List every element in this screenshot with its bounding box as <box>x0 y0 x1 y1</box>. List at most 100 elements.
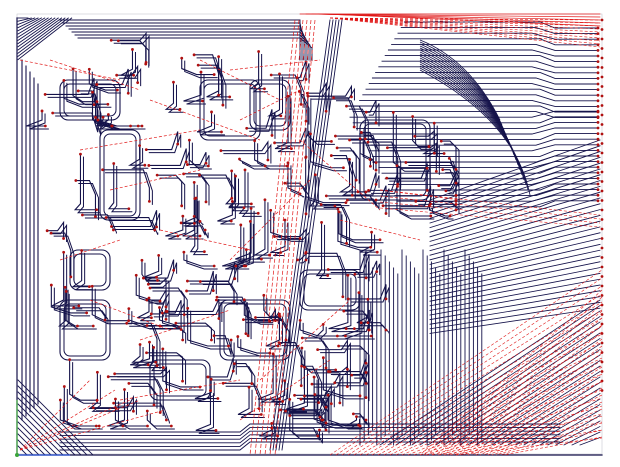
ratsnest-line <box>89 299 171 331</box>
pad <box>148 340 151 344</box>
trace <box>165 215 184 237</box>
pad <box>346 367 349 371</box>
trace <box>17 17 63 51</box>
pad <box>187 138 191 142</box>
pad <box>62 79 66 82</box>
pad <box>192 180 196 184</box>
pad <box>217 317 221 320</box>
pad <box>180 204 184 208</box>
pad <box>250 382 254 385</box>
trace <box>386 163 428 191</box>
trace <box>399 168 435 220</box>
pad <box>217 55 221 59</box>
pad <box>316 434 320 438</box>
pad <box>350 193 354 197</box>
pad <box>364 361 368 365</box>
trace <box>186 176 210 206</box>
ratsnest-line <box>229 59 321 71</box>
trace <box>418 203 460 214</box>
trace <box>222 224 242 267</box>
ratsnest-line <box>487 408 603 456</box>
pad <box>144 148 148 151</box>
ratsnest-line <box>329 17 601 21</box>
trace <box>81 214 114 231</box>
trace <box>17 17 73 61</box>
trace <box>310 98 335 145</box>
pad <box>600 123 604 126</box>
ratsnest-line <box>419 389 603 456</box>
trace <box>68 28 307 61</box>
trace <box>292 401 322 440</box>
pad <box>384 297 388 301</box>
trace <box>269 19 331 451</box>
pad <box>596 77 600 80</box>
pad <box>299 102 303 106</box>
trace <box>252 53 268 93</box>
trace <box>190 310 232 350</box>
pad <box>91 90 94 94</box>
trace <box>149 355 187 385</box>
pad <box>386 146 389 150</box>
trace <box>74 34 311 61</box>
pad <box>363 137 367 141</box>
pad <box>326 393 330 397</box>
pad <box>45 229 49 233</box>
pad <box>411 115 415 118</box>
trace <box>17 17 46 35</box>
pad <box>384 328 388 332</box>
pad <box>303 394 306 398</box>
trace <box>289 408 323 421</box>
trace <box>17 17 43 32</box>
trace <box>386 142 437 172</box>
pad <box>288 414 292 418</box>
ratsnest-line <box>437 413 603 456</box>
pad <box>414 200 418 203</box>
pad <box>334 368 338 372</box>
pad <box>378 238 382 242</box>
trace <box>242 307 276 322</box>
pad <box>144 60 148 64</box>
pad <box>227 344 230 348</box>
trace <box>135 274 161 302</box>
pad <box>348 158 351 161</box>
pad <box>352 327 356 331</box>
pad <box>324 109 328 113</box>
pad <box>63 285 67 289</box>
trace <box>347 284 387 300</box>
pad <box>600 180 604 183</box>
pad <box>299 397 303 401</box>
trace <box>338 211 381 241</box>
pad <box>303 365 306 369</box>
pad <box>62 237 65 240</box>
pad <box>136 124 140 128</box>
trace <box>220 140 269 161</box>
trace <box>62 402 100 430</box>
pad <box>254 316 257 319</box>
pad <box>40 109 44 113</box>
pad <box>293 393 296 397</box>
pad <box>131 48 134 51</box>
pad <box>290 147 293 151</box>
trace-loop <box>63 303 107 357</box>
pad <box>596 88 600 91</box>
trace <box>301 337 327 369</box>
pad <box>202 250 206 254</box>
pad <box>345 241 348 245</box>
pad <box>304 258 308 262</box>
pad <box>96 118 100 122</box>
pad <box>87 67 91 71</box>
pad <box>596 65 600 69</box>
trace <box>329 365 348 388</box>
pad <box>106 102 110 106</box>
pad <box>138 144 141 148</box>
pad <box>158 306 161 309</box>
trace <box>375 71 599 79</box>
pad <box>172 268 176 272</box>
pad <box>147 296 151 300</box>
trace <box>555 420 601 446</box>
trace <box>368 83 599 91</box>
pad <box>154 360 158 364</box>
pad <box>309 132 312 136</box>
